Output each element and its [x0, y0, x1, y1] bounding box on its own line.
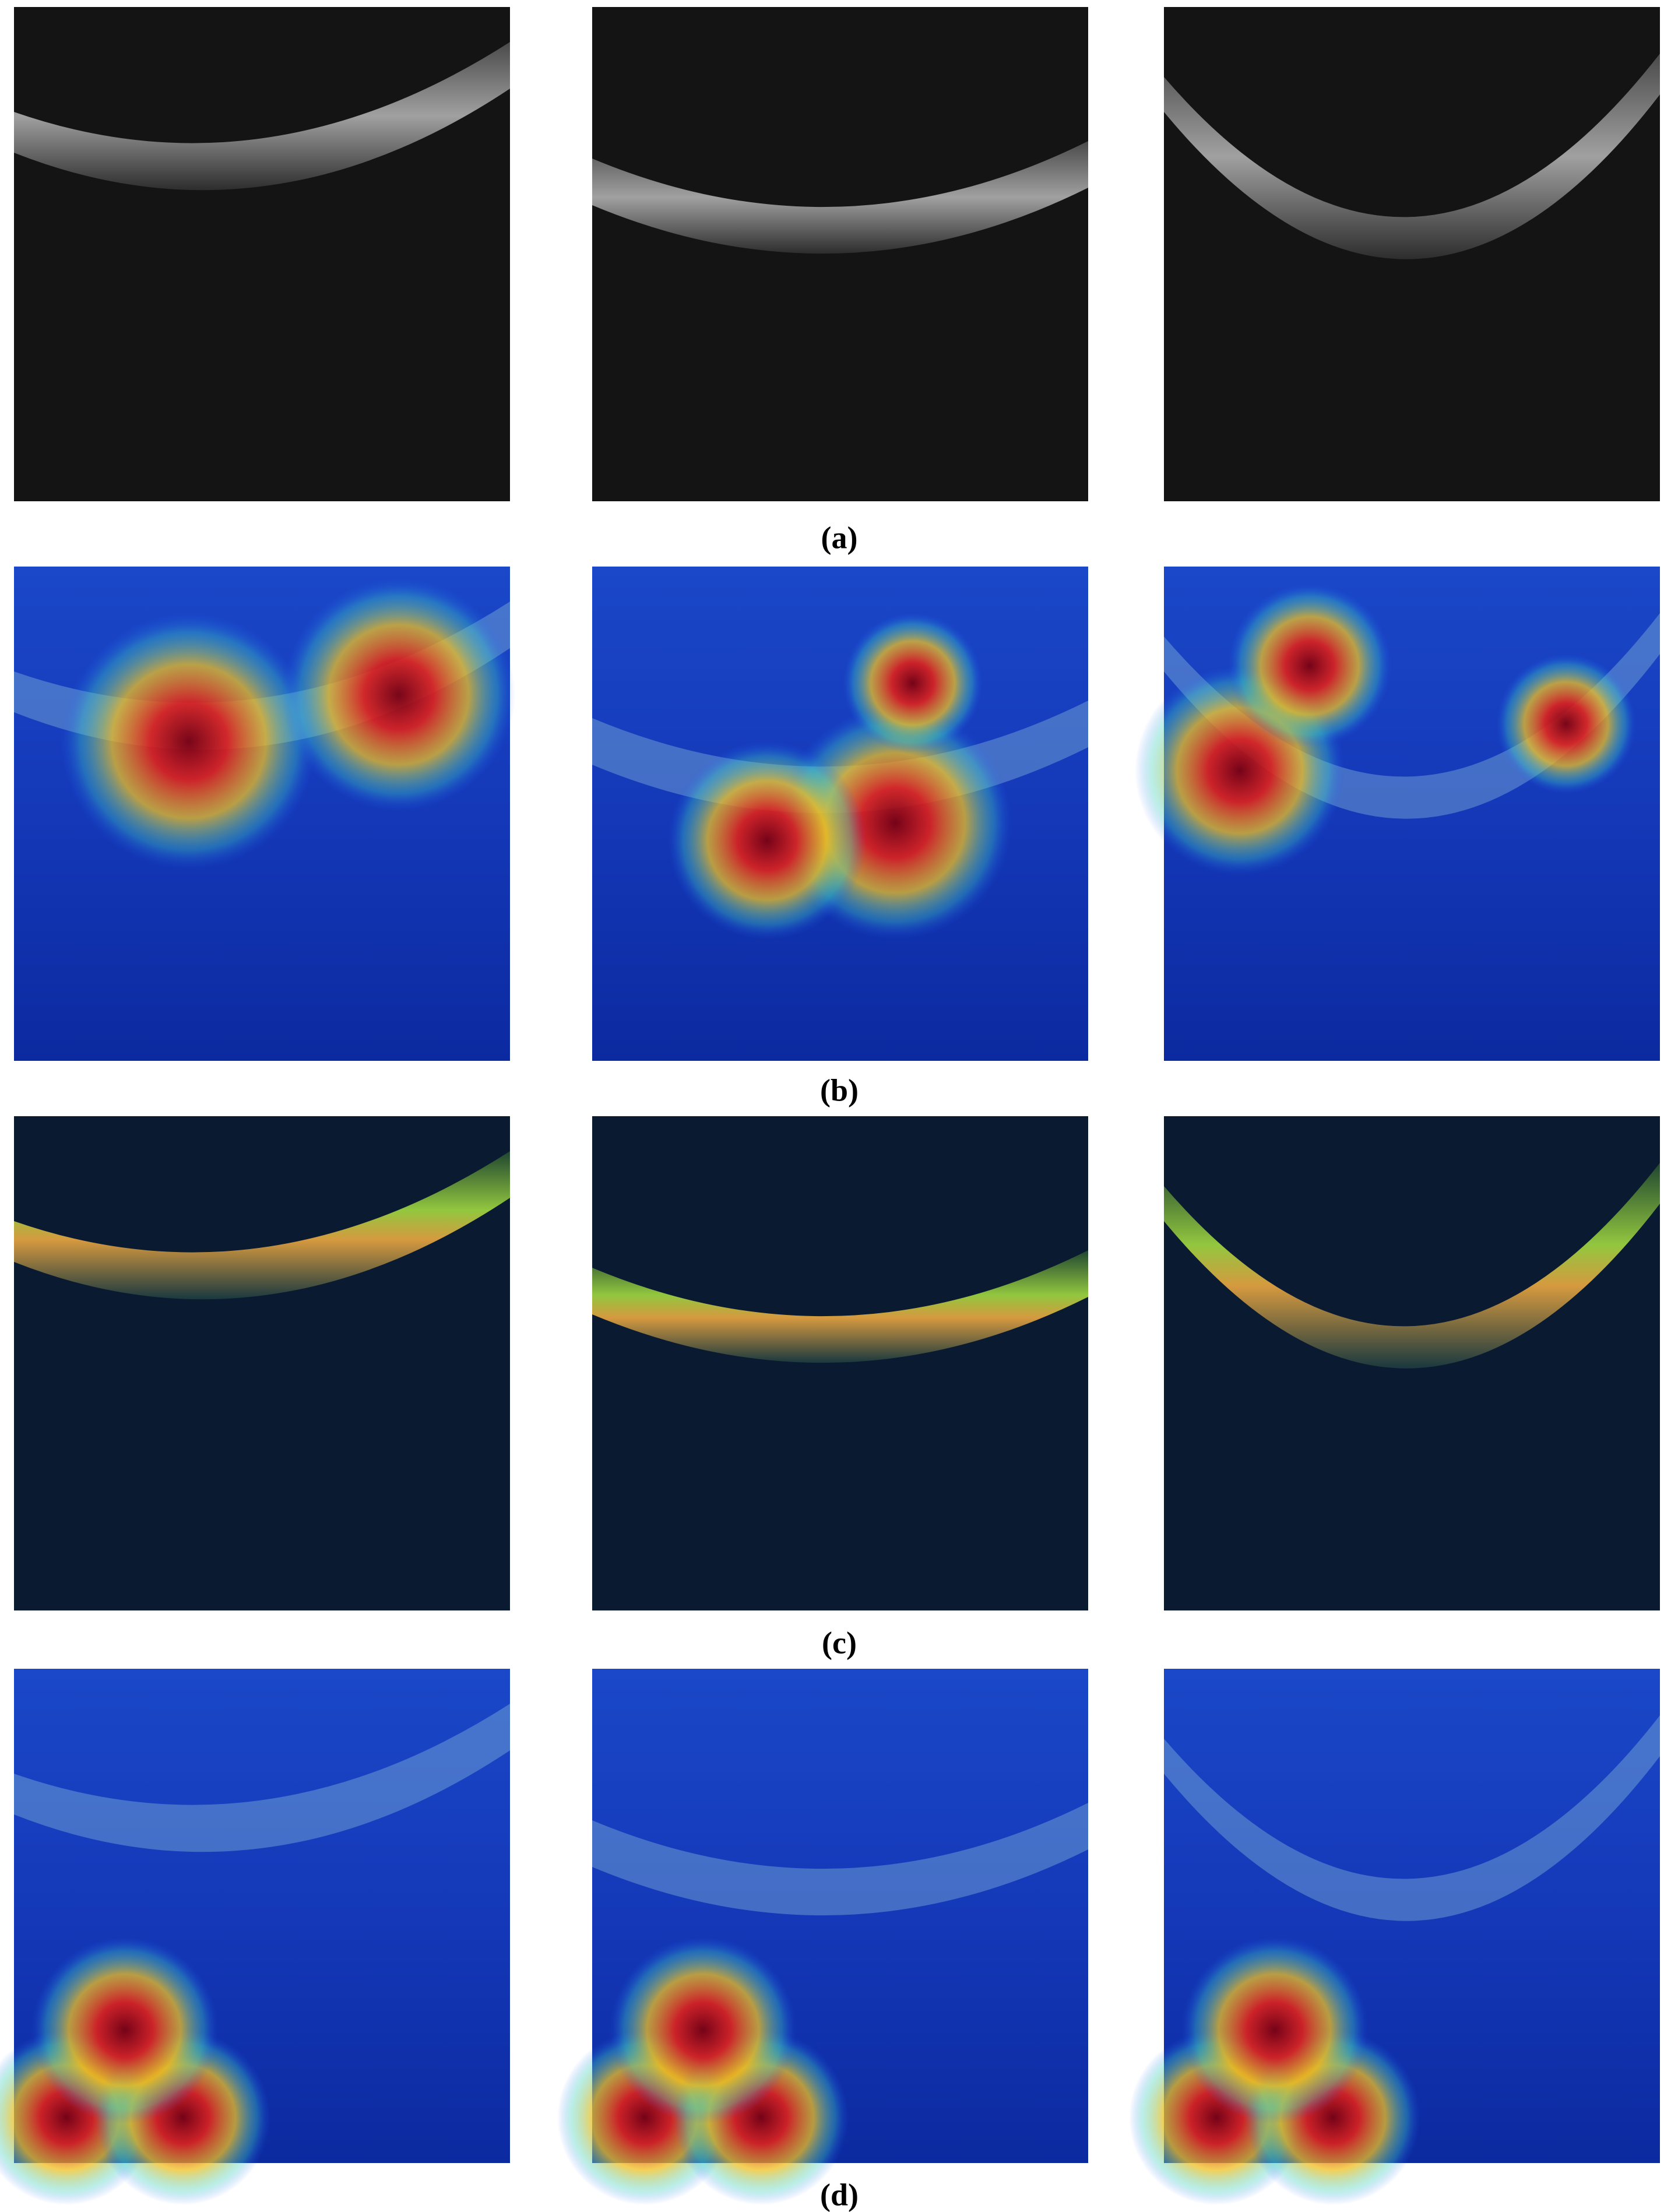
heatmap-region: [61, 613, 317, 870]
panel-label: (a): [821, 520, 858, 555]
oct-image: [14, 1116, 510, 1610]
retina-layer: [14, 42, 510, 191]
oct-image: [592, 1116, 1088, 1610]
oct-image: [592, 7, 1088, 501]
heatmap-region: [843, 613, 983, 753]
retina-layer: [1164, 1715, 1660, 1921]
retina-layer: [14, 1704, 510, 1852]
oct-image: [592, 567, 1088, 1061]
heatmap-region: [31, 1937, 218, 2123]
retina-layer: [1164, 54, 1660, 259]
retina-layer: [592, 141, 1088, 254]
panel-label: (b): [820, 1072, 859, 1107]
oct-image: [1135, 567, 1660, 1061]
panel-label: (d): [820, 2177, 859, 2212]
panel-label: (c): [822, 1625, 857, 1660]
retina-layer: [1164, 1163, 1660, 1369]
oct-image: [1129, 1669, 1660, 2205]
heatmap-region: [1228, 584, 1391, 747]
retina-layer: [592, 1803, 1088, 1916]
heatmap-region: [1496, 654, 1636, 794]
oct-image: [14, 7, 510, 501]
oct-image: [557, 1669, 1088, 2205]
retina-layer: [592, 1250, 1088, 1363]
oct-image: [14, 567, 515, 1061]
image-background: [14, 7, 510, 501]
image-background: [14, 1116, 510, 1610]
heatmap-region: [1181, 1937, 1368, 2123]
image-background: [592, 1116, 1088, 1610]
oct-image: [1164, 7, 1660, 501]
heatmap-region: [668, 741, 866, 940]
oct-image: [1164, 1116, 1660, 1610]
image-background: [592, 7, 1088, 501]
retina-layer: [14, 1151, 510, 1300]
oct-image: [0, 1669, 510, 2205]
heatmap-region: [610, 1937, 796, 2123]
heatmap-region: [282, 578, 515, 811]
